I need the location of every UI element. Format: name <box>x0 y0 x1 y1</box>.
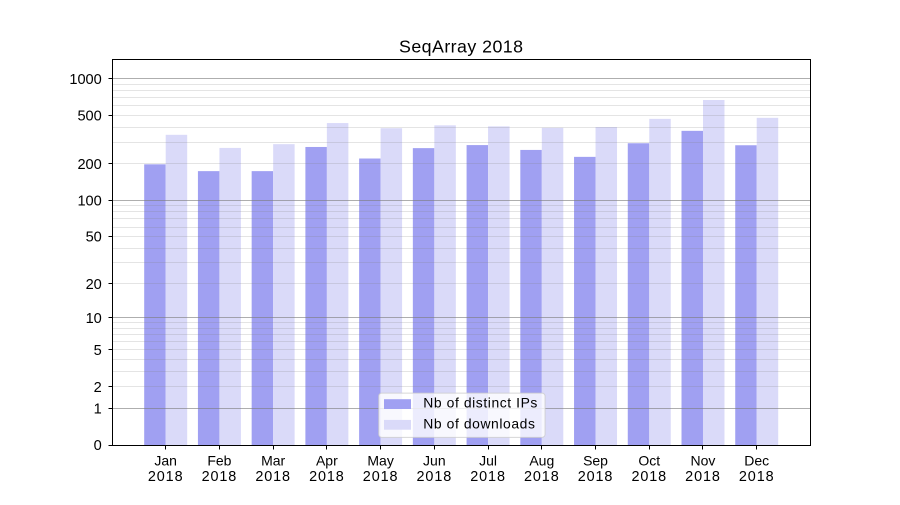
svg-text:2018: 2018 <box>470 469 506 485</box>
svg-text:Nov: Nov <box>691 453 716 469</box>
svg-text:2018: 2018 <box>524 469 560 485</box>
svg-text:Oct: Oct <box>638 453 660 469</box>
svg-text:Dec: Dec <box>744 453 769 469</box>
svg-text:2018: 2018 <box>309 469 345 485</box>
svg-text:2018: 2018 <box>202 469 238 485</box>
svg-text:Jul: Jul <box>479 453 497 469</box>
svg-text:1: 1 <box>94 401 102 417</box>
svg-text:10: 10 <box>86 311 102 327</box>
svg-text:2018: 2018 <box>148 469 184 485</box>
svg-text:200: 200 <box>77 157 101 173</box>
svg-text:SeqArray 2018: SeqArray 2018 <box>399 37 523 57</box>
svg-text:2018: 2018 <box>363 469 399 485</box>
svg-text:2018: 2018 <box>578 469 614 485</box>
svg-text:Mar: Mar <box>261 453 285 469</box>
svg-text:0: 0 <box>94 438 102 454</box>
svg-text:100: 100 <box>77 193 101 209</box>
svg-text:Jan: Jan <box>154 453 177 469</box>
svg-text:Feb: Feb <box>207 453 231 469</box>
svg-text:Apr: Apr <box>316 453 338 469</box>
svg-text:Aug: Aug <box>529 453 554 469</box>
svg-text:5: 5 <box>94 343 102 359</box>
svg-text:Nb of distinct IPs: Nb of distinct IPs <box>423 395 538 411</box>
svg-text:2018: 2018 <box>255 469 291 485</box>
svg-text:2: 2 <box>94 380 102 396</box>
svg-text:Nb of downloads: Nb of downloads <box>423 415 535 431</box>
svg-text:20: 20 <box>86 277 102 293</box>
svg-text:2018: 2018 <box>685 469 721 485</box>
svg-text:2018: 2018 <box>417 469 453 485</box>
svg-text:2018: 2018 <box>739 469 775 485</box>
svg-text:1000: 1000 <box>69 72 101 88</box>
svg-text:500: 500 <box>77 109 101 125</box>
svg-text:2018: 2018 <box>631 469 667 485</box>
svg-text:Jun: Jun <box>423 453 446 469</box>
svg-text:50: 50 <box>86 230 102 246</box>
svg-text:Sep: Sep <box>583 453 608 469</box>
svg-text:May: May <box>367 453 393 469</box>
